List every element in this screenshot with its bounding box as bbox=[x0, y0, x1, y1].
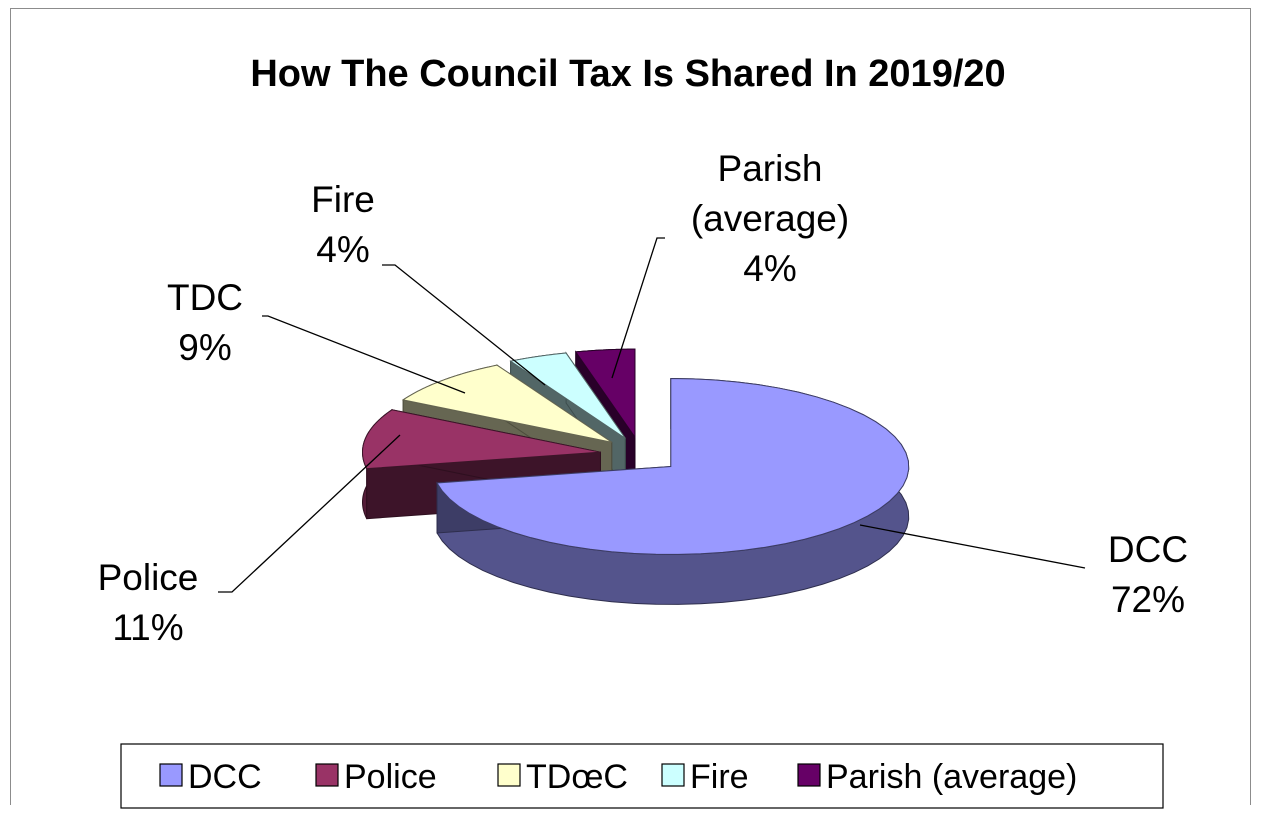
data-label-tdc: TDC 9% bbox=[167, 277, 243, 368]
legend-label-fire: Fire bbox=[690, 758, 749, 796]
legend-item-dcc: DCC bbox=[159, 758, 262, 796]
legend-swatch-police bbox=[315, 763, 339, 787]
leader-line-parish-average bbox=[611, 237, 665, 379]
leader-line-fire bbox=[382, 264, 546, 386]
data-label-dcc: DCC 72% bbox=[1108, 529, 1188, 620]
data-label-parish-average: Parish (average) 4% bbox=[691, 148, 849, 289]
data-labels: DCC 72% Police 11% TDC 9% Fire 4% Parish (average… bbox=[98, 148, 1188, 648]
legend-swatch-tdc bbox=[497, 763, 521, 787]
pie-slices bbox=[361, 348, 910, 605]
legend-item-parish-average: Parish (average) bbox=[797, 758, 1077, 796]
legend-label-parish-average: Parish (average) bbox=[826, 758, 1077, 796]
leader-line-police bbox=[218, 434, 401, 593]
leader-line-dcc bbox=[859, 524, 1086, 569]
legend-swatch-parish-average bbox=[797, 763, 821, 787]
legend-label-tdc: TDœC bbox=[526, 758, 628, 796]
data-label-fire: Fire 4% bbox=[311, 179, 375, 270]
legend-item-tdc: TDœC bbox=[497, 758, 628, 796]
chart-title: How The Council Tax Is Shared In 2019/20 bbox=[250, 53, 1005, 95]
leader-line-tdc bbox=[262, 315, 466, 394]
pie-slice-dcc bbox=[436, 377, 910, 605]
legend-label-police: Police bbox=[344, 758, 437, 796]
legend-item-police: Police bbox=[315, 758, 437, 796]
legend-item-fire: Fire bbox=[661, 758, 749, 796]
data-label-police: Police 11% bbox=[98, 557, 199, 648]
legend-swatch-fire bbox=[661, 763, 685, 787]
legend-swatch-dcc bbox=[159, 763, 183, 787]
legend: DCC Police TDœC Fire Parish (average) bbox=[120, 743, 1164, 809]
leader-lines bbox=[218, 237, 1086, 593]
legend-label-dcc: DCC bbox=[188, 758, 262, 796]
legend-box bbox=[120, 743, 1164, 809]
